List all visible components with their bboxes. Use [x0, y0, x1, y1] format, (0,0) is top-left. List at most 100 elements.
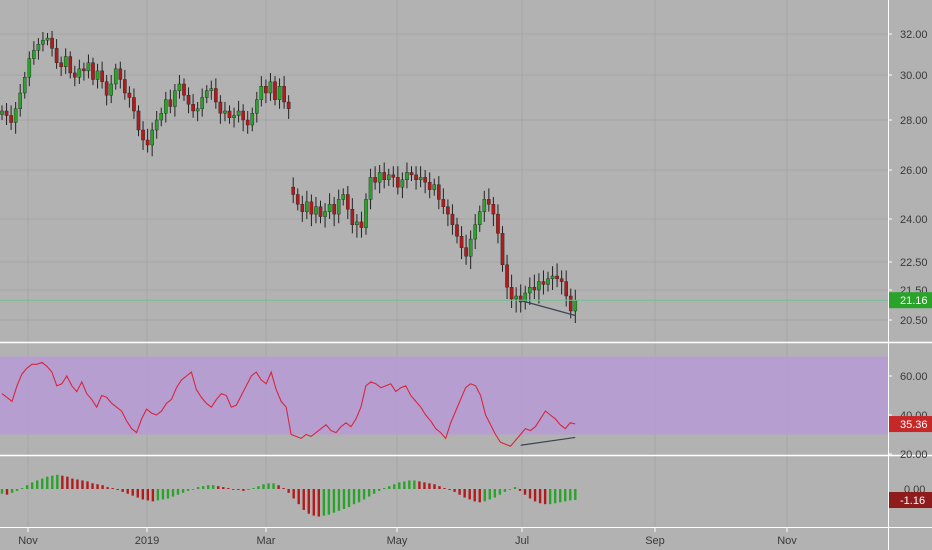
candle-body — [0, 110, 4, 115]
candle-body — [450, 213, 455, 225]
price-candle — [191, 94, 195, 118]
macd-bar — [528, 489, 532, 499]
candle-body — [437, 184, 441, 200]
macd-bar — [247, 489, 250, 490]
price-candle — [491, 196, 496, 227]
candle-body — [418, 177, 423, 181]
macd-bar — [242, 489, 245, 491]
gridlines — [0, 0, 888, 530]
candle-body — [455, 224, 459, 237]
price-candle — [359, 211, 364, 238]
macd-panel[interactable] — [0, 474, 577, 517]
price-candle — [450, 204, 455, 235]
candle-body — [227, 110, 232, 118]
price-candle — [4, 103, 9, 125]
candle-body — [318, 206, 323, 217]
macd-bar — [81, 480, 84, 489]
macd-bar — [367, 489, 371, 497]
price-candle — [59, 56, 63, 77]
macd-bar — [181, 489, 185, 493]
macd-bar — [20, 488, 24, 489]
rsi-value-tag: 35.36 — [889, 416, 932, 433]
macd-bar — [212, 485, 215, 489]
candle-body — [400, 179, 405, 188]
price-candle — [473, 214, 478, 250]
candle-body — [382, 172, 387, 180]
macd-bar — [508, 489, 512, 490]
candle-body — [250, 113, 255, 126]
candle-body — [414, 174, 418, 180]
price-panel[interactable] — [0, 30, 888, 323]
price-candle — [437, 176, 441, 210]
macd-bar — [538, 489, 542, 504]
price-candle — [277, 78, 282, 109]
price-candle — [487, 188, 491, 212]
price-candle — [91, 57, 95, 86]
candle-body — [573, 300, 578, 312]
macd-bar — [111, 488, 114, 489]
candle-body — [186, 95, 191, 105]
price-candle — [150, 122, 154, 157]
macd-bar — [372, 489, 376, 494]
price-candle — [550, 266, 555, 290]
macd-bar — [463, 489, 466, 498]
price-candle — [418, 166, 423, 188]
candle-body — [314, 206, 318, 215]
macd-bar — [362, 489, 366, 500]
candle-body — [559, 278, 564, 282]
candle-body — [468, 238, 473, 257]
time-tick-label: Mar — [257, 535, 276, 547]
price-candle — [455, 217, 459, 244]
price-candle — [332, 196, 336, 227]
macd-bar — [403, 481, 406, 489]
price-candle — [41, 31, 45, 52]
price-candle — [405, 162, 409, 189]
price-candle — [118, 61, 123, 89]
candle-body — [482, 199, 487, 212]
time-axis[interactable]: Nov 2019 Mar May Jul Sep Nov — [18, 528, 797, 547]
candle-body — [54, 48, 59, 63]
price-candle — [327, 193, 332, 219]
macd-bar — [252, 488, 255, 489]
macd-bar — [458, 489, 461, 495]
candle-body — [423, 177, 427, 183]
macd-bar — [196, 487, 200, 489]
macd-bar — [66, 476, 69, 489]
price-candle — [132, 88, 136, 119]
rsi-value-tag-text: 35.36 — [900, 419, 928, 431]
macd-bar — [453, 489, 456, 492]
macd-bar — [257, 486, 260, 489]
candle-body — [295, 194, 300, 205]
price-candle — [500, 226, 505, 272]
price-candle — [264, 79, 268, 104]
candle-body — [218, 101, 223, 114]
macd-bar — [201, 486, 205, 489]
candle-body — [132, 97, 136, 112]
rsi-panel[interactable] — [1, 361, 576, 447]
candle-body — [323, 211, 327, 217]
macd-bar — [36, 480, 39, 489]
price-candle — [459, 226, 464, 260]
candle-body — [432, 184, 437, 190]
macd-bar — [307, 489, 310, 514]
price-candle — [477, 205, 482, 232]
price-candle — [295, 188, 300, 211]
candle-body — [264, 86, 268, 94]
time-tick-label: Nov — [777, 535, 797, 547]
macd-value-tag-bg — [889, 492, 932, 509]
price-candle — [77, 59, 82, 84]
candle-body — [305, 201, 309, 212]
candle-body — [427, 182, 432, 190]
candle-body — [487, 199, 491, 205]
candle-body — [441, 199, 446, 207]
price-candle — [391, 166, 396, 188]
macd-bar — [443, 488, 446, 489]
rsi-tick-label: 20.00 — [900, 449, 928, 461]
macd-bar — [347, 489, 351, 508]
price-tick-label: 24.00 — [900, 214, 928, 226]
candle-body — [368, 177, 373, 200]
macd-bar — [176, 489, 180, 495]
macd-bar — [393, 484, 396, 489]
price-axis[interactable]: 32.0030.0028.0026.0024.0022.5021.5020.50… — [888, 29, 932, 509]
